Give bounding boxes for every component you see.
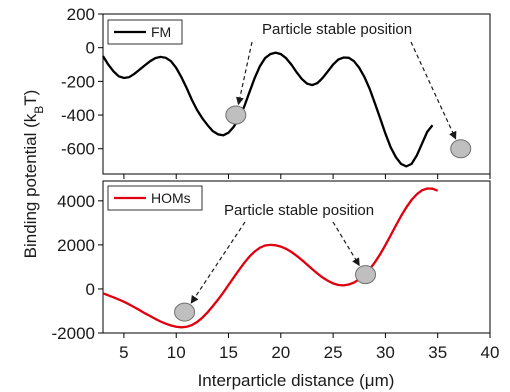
bottom-annotation-arrows xyxy=(190,221,360,304)
bottom-annotation-text: Particle stable position xyxy=(224,202,374,219)
y-tick-label: -2000 xyxy=(52,324,95,343)
top-legend-label: FM xyxy=(151,24,171,40)
x-tick-label: 20 xyxy=(271,343,290,362)
annotation-arrow xyxy=(332,221,360,267)
y-tick-label: -200 xyxy=(61,72,95,91)
x-tick-label: 35 xyxy=(428,343,447,362)
homs-series-line xyxy=(102,187,439,329)
bottom-legend-label: HOMs xyxy=(151,190,191,206)
top-y-ticks: 200 0 -200 -400 -600 xyxy=(61,5,103,159)
y-tick-label: -400 xyxy=(61,106,95,125)
particle-marker xyxy=(355,265,377,285)
annotation-arrow xyxy=(236,41,253,106)
top-particles xyxy=(225,105,472,159)
y-tick-label: 0 xyxy=(86,280,95,299)
x-tick-label: 25 xyxy=(324,343,343,362)
y-axis-title: Binding potential (kBT) xyxy=(21,90,46,259)
x-tick-label: 10 xyxy=(167,343,186,362)
y-tick-label: -600 xyxy=(61,140,95,159)
x-tick-label: 40 xyxy=(481,343,500,362)
bottom-x-ticks xyxy=(123,333,491,338)
top-x-ticks xyxy=(123,174,491,179)
top-panel: 200 0 -200 -400 -600 Particle stable positio… xyxy=(61,5,491,179)
bottom-legend: HOMs xyxy=(107,185,203,211)
top-plot-frame xyxy=(102,13,491,175)
y-tick-label: 4000 xyxy=(57,192,95,211)
top-annotation-arrows xyxy=(236,41,457,140)
bottom-particles xyxy=(174,265,377,322)
y-tick-label: 0 xyxy=(86,39,95,58)
top-annotation-text: Particle stable position xyxy=(262,21,412,38)
top-legend: FM xyxy=(107,19,183,45)
x-tick-label: 5 xyxy=(119,343,128,362)
fm-series-line xyxy=(102,51,434,168)
particle-marker xyxy=(174,302,196,322)
y-tick-label: 200 xyxy=(67,5,95,24)
x-axis-title: Interparticle distance (μm) xyxy=(198,371,395,390)
particle-marker xyxy=(225,105,247,125)
y-tick-label: 2000 xyxy=(57,236,95,255)
x-tick-label: 15 xyxy=(219,343,238,362)
annotation-arrow xyxy=(190,221,246,304)
bottom-y-ticks: 4000 2000 0 -2000 xyxy=(52,192,103,343)
bottom-plot-frame xyxy=(102,180,491,334)
particle-marker xyxy=(450,139,472,159)
x-tick-label: 30 xyxy=(376,343,395,362)
x-tick-labels: 5 10 15 20 25 30 35 40 xyxy=(119,343,499,362)
annotation-arrow xyxy=(410,41,457,140)
